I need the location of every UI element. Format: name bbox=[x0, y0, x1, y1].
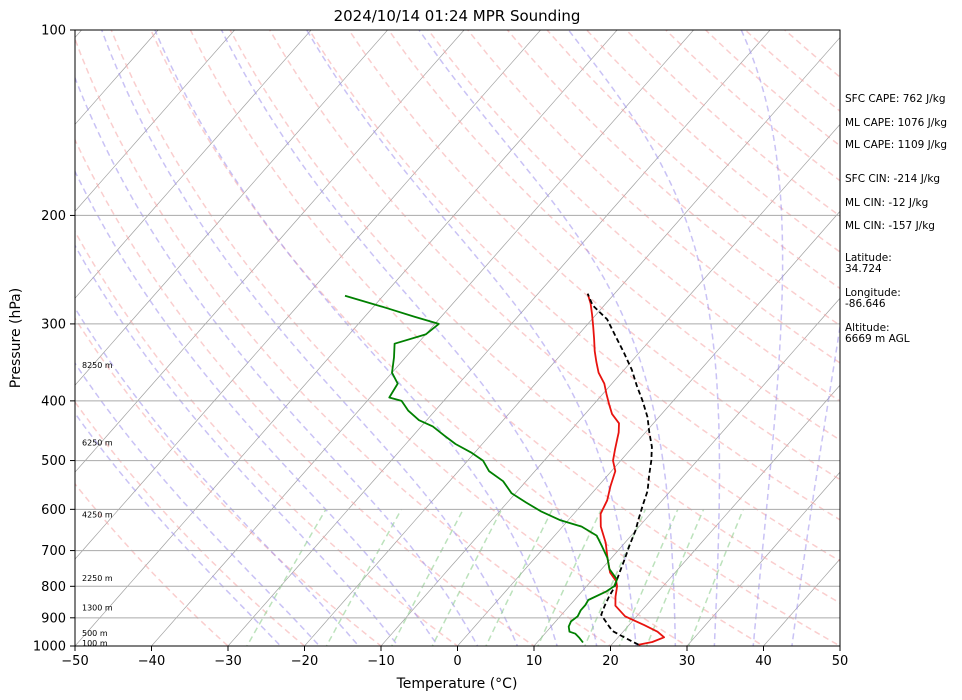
sounding-stats: SFC CAPE: 762 J/kg ML CAPE: 1076 J/kg ML C… bbox=[845, 93, 947, 345]
y-tick-label: 600 bbox=[41, 503, 66, 518]
isotherm-line bbox=[380, 123, 840, 646]
height-label: 6250 m bbox=[82, 438, 113, 447]
isotherm-line bbox=[75, 30, 618, 646]
x-tick-label: 50 bbox=[832, 654, 849, 669]
moist-adiabat-line bbox=[75, 412, 282, 646]
y-tick-label: 800 bbox=[41, 580, 66, 595]
height-label: 8250 m bbox=[82, 361, 113, 370]
y-tick-label: 400 bbox=[41, 394, 66, 409]
moist-adiabat-line bbox=[418, 30, 677, 646]
dry-adiabat-line bbox=[75, 482, 230, 646]
y-axis-label: Pressure (hPa) bbox=[8, 288, 24, 388]
series-line-0 bbox=[586, 293, 665, 646]
isobar-grid bbox=[75, 30, 840, 646]
mixing-ratio-line bbox=[618, 509, 679, 646]
profile-series bbox=[344, 293, 665, 646]
x-axis-label: Temperature (°C) bbox=[396, 676, 518, 692]
series-line-1 bbox=[586, 293, 653, 646]
stat-text: Longitude: -86.646 bbox=[845, 287, 901, 310]
moist-adiabat-line bbox=[791, 322, 840, 646]
dry-adiabat-line bbox=[427, 30, 840, 403]
isotherm-line bbox=[75, 30, 541, 560]
isotherm-line bbox=[304, 36, 840, 646]
mixing-ratio-line bbox=[431, 508, 503, 646]
dry-adiabat-line bbox=[75, 317, 383, 646]
background-lines bbox=[75, 30, 840, 646]
dry-adiabat-line bbox=[387, 30, 840, 441]
moist-adiabat-line bbox=[306, 30, 637, 646]
x-tick-label: 20 bbox=[602, 654, 619, 669]
height-label: 2250 m bbox=[82, 574, 113, 583]
isotherm-line bbox=[763, 558, 840, 646]
mixing-ratio-line bbox=[390, 508, 464, 646]
mixing-ratio-line bbox=[485, 508, 553, 646]
stat-text: ML CAPE: 1076 J/kg bbox=[845, 117, 947, 129]
y-tick-label: 100 bbox=[41, 24, 66, 39]
dry-adiabat-line bbox=[229, 30, 840, 604]
dry-adiabat-line bbox=[75, 138, 536, 646]
moist-adiabat-line bbox=[75, 169, 439, 646]
mixing-ratio-line bbox=[688, 509, 744, 646]
moist-adiabat-line bbox=[75, 75, 479, 646]
mixing-ratio-line bbox=[325, 508, 403, 646]
moist-adiabat-line bbox=[740, 30, 784, 646]
x-tick-label: −40 bbox=[138, 654, 165, 669]
dry-adiabat-line bbox=[467, 30, 840, 364]
moist-adiabat-line bbox=[154, 30, 558, 646]
dry-adiabat-line bbox=[110, 30, 689, 646]
isotherm-line bbox=[75, 30, 312, 299]
isotherm-line bbox=[75, 30, 388, 386]
stat-text: ML CIN: -157 J/kg bbox=[845, 220, 935, 232]
dry-adiabat-line bbox=[189, 30, 840, 646]
y-tick-label: 1000 bbox=[33, 640, 66, 655]
y-tick-label: 200 bbox=[41, 209, 66, 224]
x-axis: −50 −40 −30 −20 −10 0 10 20 30 40 50 bbox=[61, 646, 848, 669]
isotherm-line bbox=[457, 210, 840, 646]
stat-text: SFC CAPE: 762 J/kg bbox=[845, 93, 946, 105]
mixing-ratio-line bbox=[246, 508, 327, 646]
stat-text: ML CIN: -12 J/kg bbox=[845, 197, 928, 209]
moist-adiabat-line bbox=[567, 30, 721, 646]
y-axis: 1000 900 800 700 600 500 400 300 200 100 bbox=[33, 24, 75, 655]
chart-title: 2024/10/14 01:24 MPR Sounding bbox=[334, 7, 581, 25]
moist-adiabat-line bbox=[75, 362, 321, 646]
x-tick-label: 0 bbox=[453, 654, 461, 669]
height-label: 100 m bbox=[82, 639, 108, 648]
x-tick-label: 30 bbox=[679, 654, 696, 669]
x-tick-label: 10 bbox=[526, 654, 543, 669]
dry-adiabat-line bbox=[546, 30, 840, 290]
mixing-ratio-line bbox=[645, 509, 705, 646]
moist-adiabat-line bbox=[100, 30, 519, 646]
isotherm-line bbox=[75, 30, 465, 473]
x-tick-label: −10 bbox=[367, 654, 394, 669]
isotherm-line bbox=[227, 30, 771, 646]
x-tick-label: −50 bbox=[61, 654, 88, 669]
stat-text: ML CAPE: 1109 J/kg bbox=[845, 139, 947, 151]
dry-adiabat-line bbox=[308, 30, 840, 521]
mixing-ratio-line bbox=[537, 508, 602, 646]
mixing-ratio-line bbox=[583, 508, 647, 646]
moist-adiabat-line bbox=[75, 244, 400, 646]
stat-text: Altitude: 6669 m AGL bbox=[845, 322, 910, 345]
stat-text: SFC CIN: -214 J/kg bbox=[845, 173, 940, 185]
height-label: 4250 m bbox=[82, 511, 113, 520]
moist-adiabat-line bbox=[220, 30, 598, 646]
x-tick-label: 40 bbox=[755, 654, 772, 669]
y-tick-label: 500 bbox=[41, 454, 66, 469]
x-tick-label: −20 bbox=[291, 654, 318, 669]
dry-adiabat-line bbox=[269, 30, 840, 562]
height-label: 500 m bbox=[82, 629, 108, 638]
height-label: 1300 m bbox=[82, 604, 113, 613]
stat-text: Latitude: 34.724 bbox=[845, 252, 892, 275]
x-tick-label: −30 bbox=[214, 654, 241, 669]
y-tick-label: 700 bbox=[41, 544, 66, 559]
series-line-2 bbox=[344, 294, 618, 644]
y-tick-label: 900 bbox=[41, 611, 66, 626]
dry-adiabat-line bbox=[75, 400, 306, 646]
y-tick-label: 300 bbox=[41, 317, 66, 332]
dry-adiabat-line bbox=[75, 36, 612, 646]
isotherm-line bbox=[533, 297, 840, 646]
